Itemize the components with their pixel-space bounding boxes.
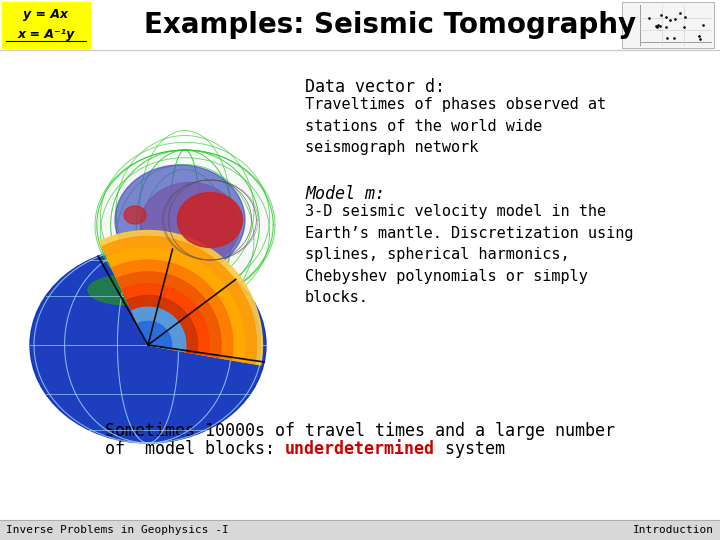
- Wedge shape: [122, 284, 210, 356]
- Wedge shape: [127, 295, 197, 354]
- Bar: [622, 2, 714, 48]
- Ellipse shape: [124, 206, 146, 224]
- Wedge shape: [112, 260, 233, 360]
- Text: underdetermined: underdetermined: [285, 440, 435, 458]
- Ellipse shape: [30, 247, 266, 443]
- Text: Model m:: Model m:: [305, 185, 385, 203]
- Ellipse shape: [140, 183, 240, 267]
- Text: Traveltimes of phases observed at
stations of the world wide
seismograph network: Traveltimes of phases observed at statio…: [305, 97, 606, 155]
- Text: of  model blocks:: of model blocks:: [105, 440, 285, 458]
- Ellipse shape: [95, 150, 275, 300]
- Text: Sometimes 10000s of travel times and a large number: Sometimes 10000s of travel times and a l…: [105, 422, 615, 440]
- Text: system: system: [435, 440, 505, 458]
- Text: Data vector d:: Data vector d:: [305, 78, 445, 96]
- Text: Examples: Seismic Tomography: Examples: Seismic Tomography: [144, 11, 636, 39]
- Bar: [2, 2, 90, 48]
- Text: Introduction: Introduction: [633, 525, 714, 535]
- Ellipse shape: [178, 192, 243, 247]
- Text: y = Ax: y = Ax: [24, 8, 68, 21]
- Wedge shape: [117, 272, 221, 357]
- Bar: [0, 520, 720, 540]
- Ellipse shape: [115, 165, 245, 275]
- Wedge shape: [99, 231, 263, 365]
- Ellipse shape: [168, 295, 208, 315]
- Wedge shape: [138, 321, 171, 349]
- Wedge shape: [102, 237, 256, 364]
- Ellipse shape: [88, 275, 168, 305]
- Text: x = A⁻¹y: x = A⁻¹y: [17, 28, 75, 40]
- Text: Inverse Problems in Geophysics -I: Inverse Problems in Geophysics -I: [6, 525, 229, 535]
- Text: 3-D seismic velocity model in the
Earth’s mantle. Discretization using
splines, : 3-D seismic velocity model in the Earth’…: [305, 204, 634, 306]
- Wedge shape: [132, 307, 186, 352]
- Wedge shape: [107, 248, 245, 362]
- Bar: [0, 0, 720, 50]
